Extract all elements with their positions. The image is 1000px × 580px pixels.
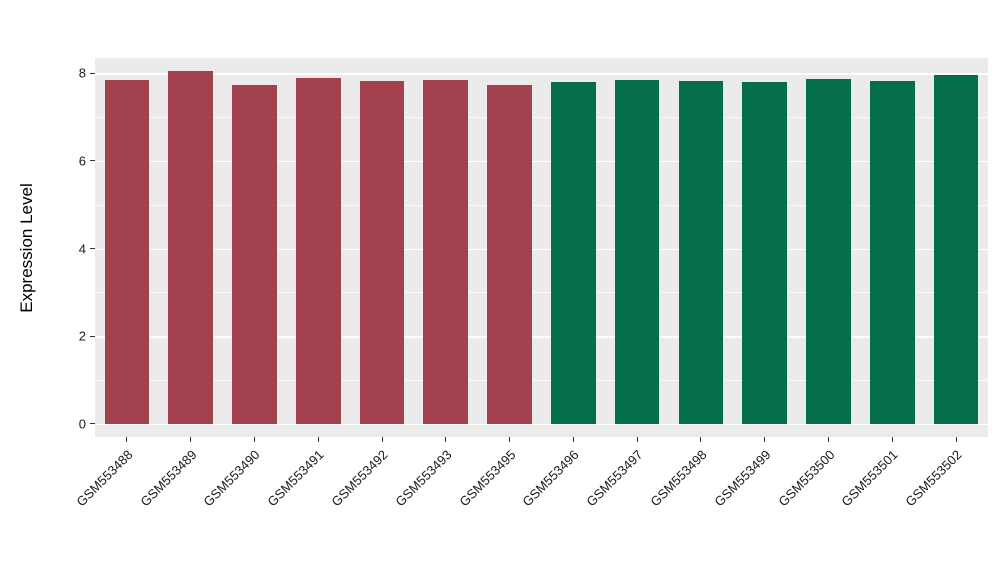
y-axis-title: Expression Level [17,182,36,313]
y-tick-mark [90,423,95,425]
bar-GSM553488 [104,79,150,424]
x-tick-mark [700,437,702,442]
y-tick-mark [90,160,95,162]
x-tick-mark [764,437,766,442]
y-tick-label: 0 [78,416,86,432]
gridline-major [95,160,988,163]
gridline-major [95,423,988,426]
bar-GSM553499 [742,82,788,424]
x-tick-mark [445,437,447,442]
x-tick-label: GSM553491 [264,447,327,510]
x-tick-mark [253,437,255,442]
x-tick-label: GSM553498 [647,447,710,510]
bar-GSM553492 [359,80,405,424]
x-tick-mark [891,437,893,442]
bar-GSM553489 [168,71,213,424]
gridline-minor [95,380,988,381]
x-tick-mark [381,437,383,442]
bar-GSM553497 [614,79,660,424]
x-tick-mark [636,437,638,442]
x-tick-label: GSM553497 [583,447,646,510]
bar-GSM553490 [232,85,277,424]
gridline-major [95,336,988,338]
bar-GSM553495 [487,85,532,424]
bar-GSM553496 [551,82,596,424]
x-tick-label: GSM553493 [392,447,455,510]
x-tick-mark [317,437,319,442]
x-tick-label: GSM553499 [711,447,774,510]
bar-GSM553498 [678,80,724,424]
x-tick-label: GSM553496 [519,447,583,510]
x-tick-mark [190,437,192,442]
x-tick-label: GSM553502 [902,447,965,510]
x-tick-label: GSM553492 [328,447,391,510]
x-tick-label: GSM553490 [200,447,264,510]
x-tick-mark [126,437,128,442]
y-tick-mark [90,248,95,250]
y-tick-mark [90,335,95,337]
x-tick-mark [828,437,830,442]
gridline-minor [95,292,988,294]
y-tick-label: 2 [78,328,86,344]
bar-GSM553493 [423,79,469,424]
bar-GSM553500 [806,78,851,424]
gridline-major [95,248,988,250]
gridline-minor [95,117,988,118]
y-tick-mark [90,72,95,74]
x-tick-mark [955,437,957,442]
x-tick-label: GSM553501 [838,447,901,510]
bar-GSM553501 [869,80,915,424]
x-tick-label: GSM553488 [73,447,136,510]
gridline-major [95,73,988,75]
y-tick-label: 8 [78,65,86,81]
bar-GSM553502 [933,74,979,424]
x-tick-label: GSM553495 [455,447,519,510]
x-tick-label: GSM553489 [137,447,200,510]
y-tick-label: 6 [78,153,86,169]
plot-panel [95,58,988,437]
x-tick-label: GSM553500 [774,447,838,510]
y-tick-label: 4 [78,241,86,257]
x-tick-mark [509,437,511,442]
gridline-minor [95,204,988,206]
bar-GSM553491 [295,77,341,424]
x-tick-mark [572,437,574,442]
